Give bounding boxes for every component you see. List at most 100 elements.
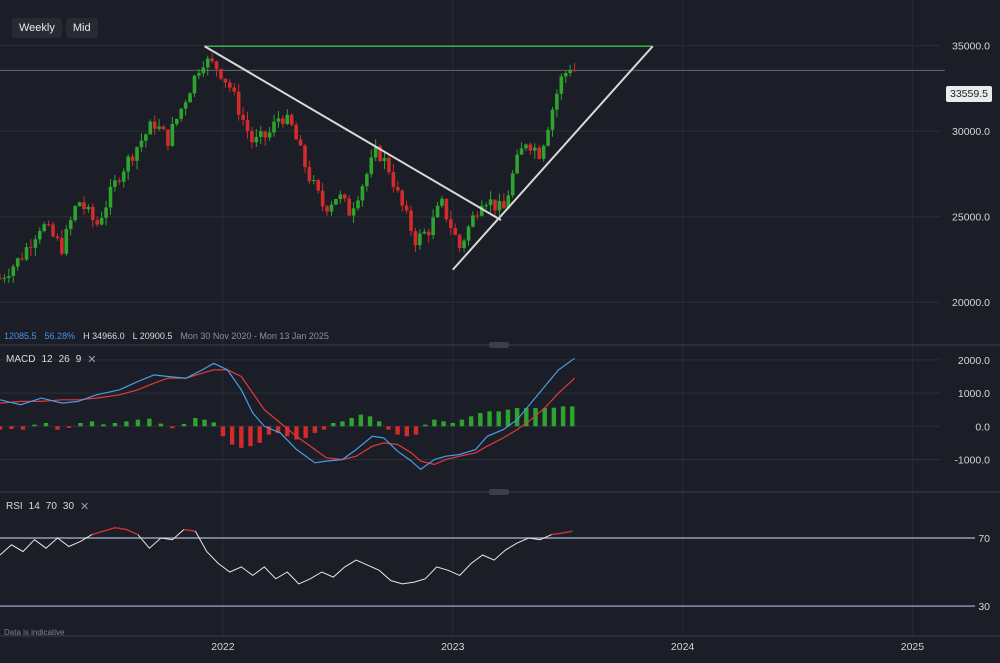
macd-fast: 12 <box>41 354 53 365</box>
macd-slow: 26 <box>58 354 70 365</box>
candle-body <box>276 118 281 122</box>
macd-histogram-bar <box>193 418 198 427</box>
macd-histogram-bar <box>112 422 118 427</box>
candle-body <box>188 93 192 103</box>
candle-body <box>382 157 387 162</box>
uptrend-line <box>452 45 654 271</box>
candle-body <box>113 180 117 187</box>
candle-body <box>356 200 360 209</box>
candle-body <box>395 187 400 191</box>
candle-body <box>228 82 232 88</box>
candle-body <box>532 147 537 151</box>
candle-body <box>360 186 365 201</box>
macd-histogram-bar <box>321 426 327 430</box>
candle-body <box>307 167 312 182</box>
candle-body <box>497 201 502 211</box>
candle-body <box>528 144 533 151</box>
candle-body <box>373 146 378 158</box>
macd-histogram-bar <box>32 424 37 427</box>
macd-histogram-bar <box>468 416 474 427</box>
interval-button[interactable]: Weekly <box>12 18 62 38</box>
candle-body <box>51 224 55 237</box>
macd-histogram-bar <box>66 426 72 428</box>
close-icon[interactable]: ✕ <box>80 501 90 513</box>
macd-resize-handle[interactable] <box>489 342 509 348</box>
macd-histogram-bar <box>404 426 409 437</box>
candle-body <box>484 205 488 207</box>
macd-histogram-bar <box>432 419 437 427</box>
macd-histogram-bar <box>239 426 244 448</box>
candle-body <box>537 147 542 159</box>
rsi-tick-label: 70 <box>978 533 990 545</box>
candle-body <box>210 58 214 62</box>
macd-histogram-bar <box>478 413 483 427</box>
candle-body <box>289 114 294 125</box>
price-type-button[interactable]: Mid <box>65 18 98 38</box>
macd-histogram-bar <box>450 422 455 427</box>
candle-body <box>272 121 276 133</box>
candle-body <box>387 157 391 173</box>
macd-histogram-bar <box>312 426 318 433</box>
high-value: H 34966.0 <box>83 331 125 341</box>
macd-histogram-bar <box>294 426 299 440</box>
macd-histogram-bar <box>135 419 141 427</box>
candle-body <box>493 199 497 211</box>
candle-body <box>11 266 16 277</box>
candle-body <box>37 230 42 240</box>
candle-body <box>413 231 418 246</box>
macd-histogram-bar <box>55 426 60 430</box>
price-candles <box>0 53 577 283</box>
rsi-legend: RSI 14 70 30 ✕ <box>6 500 89 513</box>
candle-body <box>502 201 506 209</box>
candle-body <box>42 224 46 231</box>
candle-body <box>444 198 449 220</box>
candle-body <box>471 215 475 227</box>
candle-body <box>391 172 396 188</box>
candle-body <box>524 144 528 149</box>
candle-body <box>572 70 577 72</box>
close-icon[interactable]: ✕ <box>87 354 97 366</box>
time-tick-label: 2025 <box>901 641 925 653</box>
candle-body <box>197 73 201 76</box>
macd-histogram-bar <box>505 409 511 427</box>
candle-body <box>86 206 91 210</box>
candle-body <box>457 234 462 249</box>
macd-histogram-bar <box>413 426 419 435</box>
macd-histogram-bar <box>551 407 557 427</box>
candle-body <box>99 217 104 225</box>
macd-line <box>0 357 575 471</box>
rsi-panel <box>0 527 975 607</box>
candle-body <box>347 198 351 216</box>
macd-histogram-bar <box>496 411 501 427</box>
candle-body <box>33 239 38 248</box>
candle-body <box>104 207 108 218</box>
candle-body <box>325 206 329 212</box>
candle-body <box>236 91 241 115</box>
macd-histogram-bar <box>422 424 428 427</box>
candle-body <box>46 224 51 226</box>
candle-body <box>183 102 188 109</box>
candle-body <box>453 228 458 235</box>
candle-body <box>73 206 77 221</box>
candle-body <box>232 87 237 92</box>
macd-histogram-bar <box>340 421 345 427</box>
candle-body <box>329 204 334 212</box>
stats-bar: 12085.5 56.28% H 34966.0 L 20900.5 Mon 3… <box>4 331 329 341</box>
macd-tick-label: 2000.0 <box>958 355 990 367</box>
candle-body <box>510 173 515 196</box>
candle-body <box>449 219 453 229</box>
macd-tick-label: 1000.0 <box>958 388 990 400</box>
candle-body <box>205 58 210 68</box>
candle-body <box>431 217 435 236</box>
macd-histogram-bar <box>266 426 272 435</box>
rsi-resize-handle[interactable] <box>489 489 509 495</box>
candle-body <box>223 78 228 83</box>
macd-histogram-bar <box>377 421 382 427</box>
candle-body <box>135 147 139 161</box>
candle-body <box>435 205 440 218</box>
macd-histogram-bar <box>158 423 164 427</box>
candle-body <box>161 126 166 130</box>
candle-body <box>409 210 413 232</box>
